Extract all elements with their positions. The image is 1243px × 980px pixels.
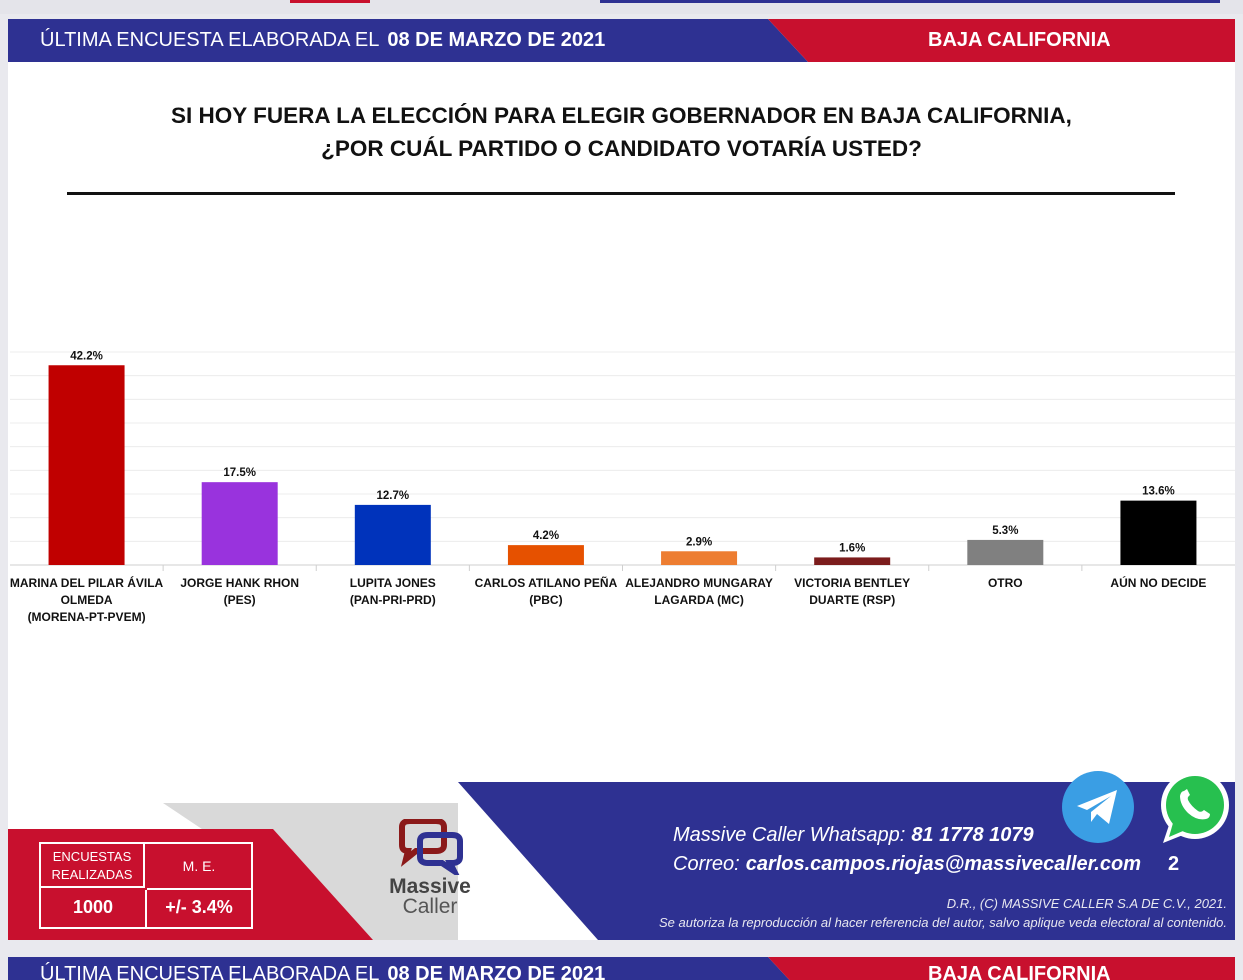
next-survey-date-line: ÚLTIMA ENCUESTA ELABORADA EL 08 DE MARZO …: [40, 963, 605, 980]
next-header-band: [8, 957, 1235, 980]
brand-name-line-2: Caller: [402, 895, 458, 918]
whatsapp-number: 81 1778 1079: [911, 824, 1034, 846]
previous-slide-edge: [0, 0, 1243, 14]
next-survey-date: 08 DE MARZO DE 2021: [387, 963, 606, 980]
brand-name-line-1: Massive: [389, 875, 471, 898]
survey-date-prefix: ÚLTIMA ENCUESTA ELABORADA EL: [40, 29, 380, 51]
header-band: [8, 19, 1235, 62]
vote-intention-bar-chart: 42.2% MARINA DEL PILAR ÁVILA OLMEDA (MORENA…: [10, 350, 1235, 624]
survey-date: 08 DE MARZO DE 2021: [387, 29, 606, 51]
whatsapp-icon[interactable]: [1153, 767, 1233, 847]
category-label-line: OTRO: [988, 576, 1023, 590]
survey-slide: ÚLTIMA ENCUESTA ELABORADA EL 08 DE MARZO …: [8, 19, 1235, 940]
survey-date-line: ÚLTIMA ENCUESTA ELABORADA EL 08 DE MARZO …: [40, 19, 605, 62]
category-label-line: (PBC): [529, 593, 562, 607]
category-label: MARINA DEL PILAR ÁVILA OLMEDA (MORENA-PT-P…: [10, 575, 164, 624]
margin-error-label: M. E.: [147, 844, 251, 890]
whatsapp-contact: Massive Caller Whatsapp: 81 1778 1079: [673, 824, 1034, 847]
data-label: 5.3%: [992, 525, 1018, 537]
next-survey-date-prefix: ÚLTIMA ENCUESTA ELABORADA EL: [40, 963, 380, 980]
category-label-line: MARINA DEL PILAR ÁVILA: [10, 575, 164, 590]
survey-stats-box: ENCUESTAS REALIZADAS M. E. 1000 +/- 3.4%: [39, 842, 253, 929]
email-contact: Correo: carlos.campos.riojas@massivecalle…: [673, 853, 1141, 876]
category-label-line: LUPITA JONES: [350, 576, 436, 590]
question-line-2: ¿POR CUÁL PARTIDO O CANDIDATO VOTARÍA US…: [321, 136, 922, 161]
category-label: CARLOS ATILANO PEÑA (PBC): [475, 575, 618, 607]
category-label: OTRO: [988, 576, 1023, 590]
title-divider: [67, 192, 1175, 195]
category-label-line: (PAN-PRI-PRD): [350, 593, 436, 607]
category-label: LUPITA JONES (PAN-PRI-PRD): [350, 576, 436, 607]
bar: [354, 504, 431, 565]
surveys-value: 1000: [41, 890, 147, 927]
page-number: 2: [1168, 853, 1180, 875]
category-label-line: (PES): [224, 593, 256, 607]
category-label-line: LAGARDA (MC): [654, 593, 744, 607]
footer-band: [8, 782, 1235, 940]
data-label: 4.2%: [533, 530, 559, 542]
data-label: 42.2%: [70, 350, 103, 362]
category-label-line: OLMEDA: [61, 593, 113, 607]
category-label-line: ALEJANDRO MUNGARAY: [625, 576, 773, 590]
reproduction-notice: Se autoriza la reproducción al hacer ref…: [658, 915, 1227, 930]
whatsapp-label: Massive Caller Whatsapp:: [673, 824, 906, 846]
email-label: Correo:: [673, 853, 740, 875]
bar: [48, 365, 125, 565]
bar: [201, 482, 278, 565]
next-slide-edge: ÚLTIMA ENCUESTA ELABORADA EL 08 DE MARZO …: [8, 957, 1235, 980]
email-link[interactable]: carlos.campos.riojas@massivecaller.com: [745, 853, 1141, 875]
bar: [1120, 500, 1197, 565]
category-label: AÚN NO DECIDE: [1110, 575, 1206, 590]
bar: [507, 545, 584, 565]
data-label: 13.6%: [1142, 486, 1175, 498]
category-label-line: (MORENA-PT-PVEM): [28, 610, 146, 624]
data-label: 2.9%: [686, 536, 712, 548]
slide-header: ÚLTIMA ENCUESTA ELABORADA EL 08 DE MARZO …: [8, 19, 1235, 62]
bar: [814, 557, 891, 565]
category-label-line: VICTORIA BENTLEY: [794, 576, 910, 590]
bar: [661, 551, 738, 565]
category-label-line: DUARTE (RSP): [809, 593, 895, 607]
region-label: BAJA CALIFORNIA: [928, 29, 1111, 51]
next-region-label: BAJA CALIFORNIA: [928, 963, 1111, 980]
massive-caller-logo: Massive Caller: [370, 819, 490, 929]
category-label-line: JORGE HANK RHON: [180, 576, 299, 590]
data-label: 12.7%: [377, 490, 410, 502]
question-line-1: SI HOY FUERA LA ELECCIÓN PARA ELEGIR GOB…: [171, 103, 1072, 128]
margin-error-value: +/- 3.4%: [165, 897, 233, 917]
data-label: 1.6%: [839, 542, 865, 554]
slide-footer: [8, 781, 1235, 940]
surveys-label: ENCUESTAS REALIZADAS: [41, 844, 145, 888]
category-label-line: AÚN NO DECIDE: [1110, 575, 1206, 590]
category-label: ALEJANDRO MUNGARAY LAGARDA (MC): [625, 576, 773, 607]
speech-bubbles-icon: [399, 819, 463, 875]
telegram-icon[interactable]: [1061, 770, 1135, 844]
category-label: JORGE HANK RHON (PES): [180, 576, 299, 607]
bar: [967, 539, 1044, 565]
category-label: VICTORIA BENTLEY DUARTE (RSP): [794, 576, 910, 607]
data-label: 17.5%: [223, 467, 256, 479]
copyright-line: D.R., (C) MASSIVE CALLER S.A DE C.V., 20…: [946, 896, 1227, 911]
category-label-line: CARLOS ATILANO PEÑA: [475, 575, 618, 590]
survey-question: SI HOY FUERA LA ELECCIÓN PARA ELEGIR GOB…: [68, 99, 1175, 165]
